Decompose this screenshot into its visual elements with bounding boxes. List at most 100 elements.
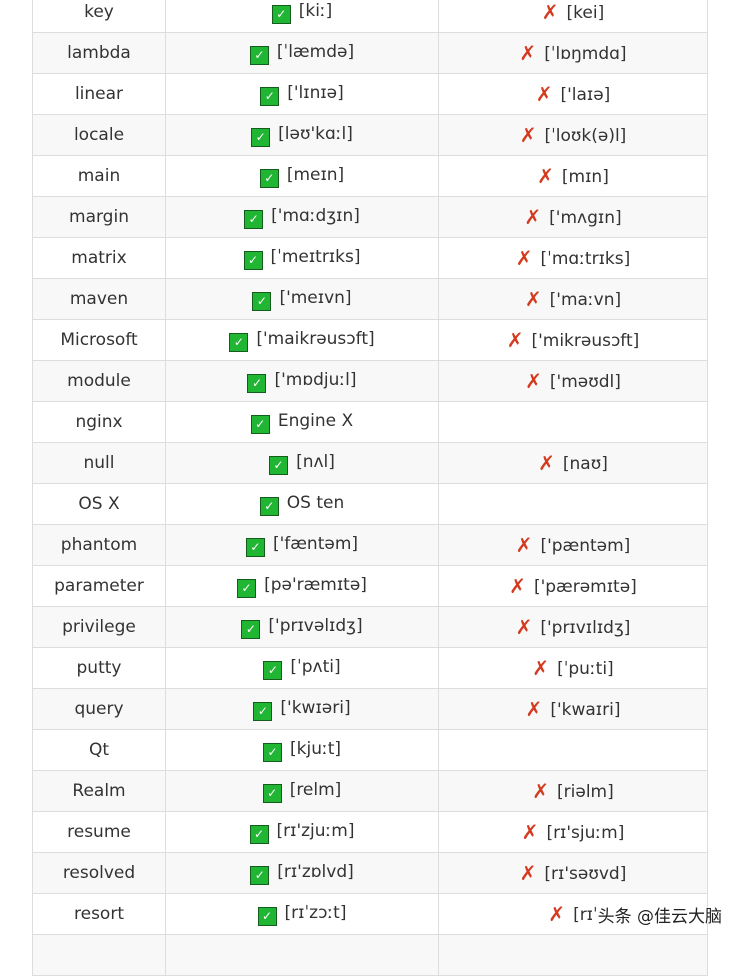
wrong-pronunciation: [naʊ] (562, 454, 608, 474)
word-cell: nginx (32, 401, 166, 443)
check-box-icon: ✓ (263, 742, 282, 762)
correct-pronunciation: [ləʊ'kɑːl] (278, 123, 353, 144)
word-cell: margin (32, 196, 166, 238)
wrong-pronunciation: [mɪn] (561, 167, 609, 187)
wrong-pronunciation-cell (438, 729, 708, 771)
wrong-pronunciation-cell: ✗ ['laɪə] (438, 73, 708, 115)
word-cell: privilege (32, 606, 166, 648)
correct-pronunciation: ['fæntəm] (272, 533, 359, 554)
cross-icon: ✗ (521, 820, 539, 844)
cross-icon: ✗ (524, 205, 542, 229)
cross-icon: ✗ (515, 246, 533, 270)
correct-pronunciation-cell: ✓ [nʌl] (165, 442, 439, 484)
cross-icon: ✗ (532, 656, 550, 680)
correct-pronunciation: ['mɑːdʒɪn] (271, 205, 360, 226)
check-box-icon: ✓ (247, 373, 267, 393)
word-cell: OS X (32, 483, 166, 525)
word-cell: null (32, 442, 166, 484)
wrong-pronunciation: [rɪˈ (573, 905, 598, 925)
table-row: Qt ✓ [kjuːt] (32, 729, 708, 771)
table-row: null ✓ [nʌl] ✗ [naʊ] (32, 442, 708, 484)
correct-pronunciation: [kjuːt] (290, 738, 341, 759)
cross-icon: ✗ (548, 902, 566, 926)
wrong-pronunciation: ['maːvn] (549, 290, 622, 310)
check-box-icon: ✓ (253, 701, 273, 721)
table-row: phantom ✓ ['fæntəm] ✗ ['pæntəm] (32, 524, 708, 566)
wrong-pronunciation-cell: ✗ [riəlm] (438, 770, 708, 812)
correct-pronunciation-cell: ✓ ['fæntəm] (165, 524, 439, 566)
correct-pronunciation: ['meɪvn] (279, 287, 352, 308)
correct-pronunciation: [pə'ræmɪtə] (264, 574, 367, 595)
cross-icon: ✗ (519, 123, 537, 147)
wrong-pronunciation: [ˈpuːti] (557, 659, 614, 679)
correct-pronunciation: [relm] (289, 779, 342, 800)
word-cell: Microsoft (32, 319, 166, 361)
correct-pronunciation: [kiː] (298, 0, 333, 21)
correct-pronunciation: Engine X (277, 410, 354, 431)
cross-icon: ✗ (538, 451, 555, 475)
word-cell: lambda (32, 32, 166, 74)
check-box-icon: ✓ (259, 496, 279, 516)
correct-pronunciation-cell: ✓ [ləʊ'kɑːl] (165, 114, 439, 156)
wrong-pronunciation-cell: ✗ ['mikrəusɔft] (438, 319, 708, 361)
table-row: Microsoft ✓ ['maikrəusɔft] ✗ ['mikrəusɔft] (32, 319, 708, 361)
check-box-icon: ✓ (259, 168, 279, 188)
watermark: 头条 @佳云大脑 (597, 907, 722, 927)
correct-pronunciation: ['kwɪəri] (280, 697, 351, 718)
table-row: module ✓ ['mɒdjuːl] ✗ ['məʊdl] (32, 360, 708, 402)
correct-pronunciation: [rɪˈzɔːt] (284, 902, 347, 923)
wrong-pronunciation: ['mikrəusɔft] (531, 331, 640, 351)
cross-icon: ✗ (525, 369, 542, 393)
cross-icon: ✗ (515, 615, 533, 639)
table-row: locale ✓ [ləʊ'kɑːl] ✗ [ˈloʊk(ə)l] (32, 114, 708, 156)
correct-pronunciation-cell: ✓ ['lɪnɪə] (165, 73, 439, 115)
wrong-pronunciation-cell: ✗ [rɪ'sjuːm] (438, 811, 708, 853)
cross-icon: ✗ (519, 41, 537, 65)
correct-pronunciation-cell: ✓ ['mɑːdʒɪn] (165, 196, 439, 238)
check-box-icon: ✓ (262, 783, 282, 803)
correct-pronunciation-cell: ✓ [ˈmeɪtrɪks] (165, 237, 439, 279)
correct-pronunciation-cell: ✓ [rɪˈzɔːt] (165, 893, 439, 935)
wrong-pronunciation: ['məʊdl] (549, 372, 621, 392)
cross-icon: ✗ (524, 287, 542, 311)
correct-pronunciation-cell: ✓ ['kwɪəri] (165, 688, 439, 730)
correct-pronunciation-cell: ✓ [kjuːt] (165, 729, 439, 771)
check-box-icon: ✓ (241, 619, 261, 639)
pronunciation-table: key ✓ [kiː] ✗ [kei] lambda ✓ [ˈlæmdə] ✗ [ˈlɒŋmdɑ]… (32, 0, 708, 976)
word-cell: resolved (32, 852, 166, 894)
wrong-pronunciation-cell: ✗ ['prɪvɪlɪdʒ] (438, 606, 708, 648)
check-box-icon: ✓ (250, 865, 270, 885)
cross-icon: ✗ (506, 328, 524, 352)
wrong-pronunciation: [rɪ'səʊvd] (544, 864, 627, 884)
check-box-icon: ✓ (250, 414, 270, 434)
table-row: linear ✓ ['lɪnɪə] ✗ ['laɪə] (32, 73, 708, 115)
table-row: query ✓ ['kwɪəri] ✗ ['kwaɪri] (32, 688, 708, 730)
correct-pronunciation-cell: ✓ [meɪn] (165, 155, 439, 197)
wrong-pronunciation-cell: ✗ ['mʌgɪn] (438, 196, 708, 238)
word-cell: query (32, 688, 166, 730)
word-cell: linear (32, 73, 166, 115)
correct-pronunciation-cell: ✓ [ˈpʌti] (165, 647, 439, 689)
word-cell: Realm (32, 770, 166, 812)
check-box-icon: ✓ (237, 578, 257, 598)
correct-pronunciation: [rɪ'zjuːm] (276, 820, 355, 841)
cross-icon: ✗ (519, 861, 537, 885)
table-row: OS X ✓ OS ten (32, 483, 708, 525)
wrong-pronunciation-cell (438, 401, 708, 443)
wrong-pronunciation-cell: ✗ [mɪn] (438, 155, 708, 197)
check-box-icon: ✓ (263, 660, 283, 680)
table-row: margin ✓ ['mɑːdʒɪn] ✗ ['mʌgɪn] (32, 196, 708, 238)
correct-pronunciation: ['mɒdjuːl] (274, 369, 357, 390)
word-cell: matrix (32, 237, 166, 279)
wrong-pronunciation-cell (438, 483, 708, 525)
check-box-icon: ✓ (269, 455, 289, 475)
table-row: main ✓ [meɪn] ✗ [mɪn] (32, 155, 708, 197)
correct-pronunciation: [ˈpʌti] (290, 656, 341, 677)
cross-icon: ✗ (509, 574, 526, 598)
check-box-icon: ✓ (244, 209, 264, 229)
cross-icon: ✗ (515, 533, 533, 557)
table-row: key ✓ [kiː] ✗ [kei] (32, 0, 708, 33)
word-cell: locale (32, 114, 166, 156)
check-box-icon: ✓ (260, 86, 280, 106)
correct-pronunciation: [nʌl] (296, 451, 335, 472)
